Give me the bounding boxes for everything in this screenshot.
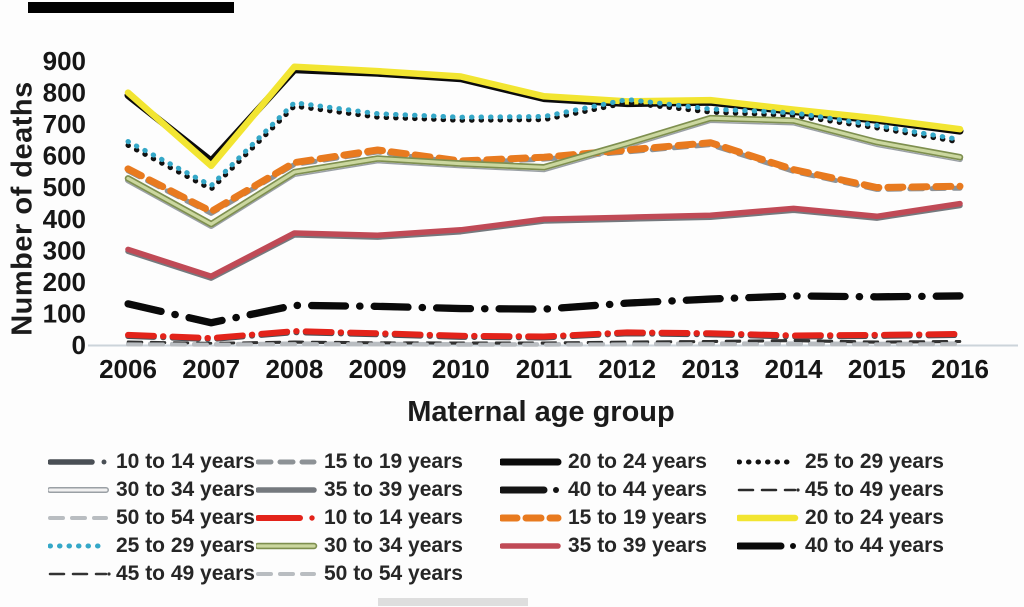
legend-swatch-dot: [107, 572, 111, 576]
y-tick-label: 0: [72, 330, 86, 360]
legend-item: 25 to 29 years: [48, 534, 255, 558]
legend-swatch: [256, 487, 317, 493]
legend-swatch: [737, 514, 799, 522]
legend-item: 30 to 34 years: [48, 478, 255, 502]
legend-swatch: [500, 486, 559, 494]
x-tick-label: 2009: [349, 354, 407, 384]
series-line-25-to-29-years-(set-2): [125, 97, 963, 189]
legend-label: 40 to 44 years: [805, 534, 944, 557]
legend-swatch: [256, 542, 318, 550]
legend-label: 25 to 29 years: [805, 450, 944, 473]
legend-label: 45 to 49 years: [116, 562, 255, 585]
series-line-10-to-14-years-(set-2): [125, 328, 963, 342]
legend-label: 25 to 29 years: [116, 534, 255, 557]
legend-item: 35 to 39 years: [500, 534, 707, 558]
series-line-40-to-44-years-(set-2): [124, 292, 964, 327]
legend-swatch: [737, 459, 798, 465]
y-tick-label: 900: [43, 46, 86, 76]
legend-swatch-dot: [553, 487, 559, 493]
legend-label: 15 to 19 years: [324, 450, 463, 473]
legend-swatch-dot: [309, 515, 315, 521]
x-tick-label: 2010: [432, 354, 490, 384]
series-line-20-to-24-years-(set-2): [124, 63, 964, 170]
y-tick-label: 400: [43, 204, 86, 234]
legend-label: 30 to 34 years: [116, 478, 255, 501]
legend-item: 35 to 39 years: [256, 478, 463, 502]
scan-artifact-top-bar: [28, 2, 234, 13]
legend-swatch: [48, 543, 109, 549]
y-tick-label: 800: [43, 78, 86, 108]
legend-item: 25 to 29 years: [737, 450, 944, 474]
legend-item: 10 to 14 years: [256, 506, 463, 530]
x-tick-label: 2012: [598, 354, 656, 384]
y-tick-label: 300: [43, 235, 86, 265]
legend-swatch: [737, 488, 800, 492]
x-tick-label: 2011: [516, 354, 572, 384]
x-tick-label: 2016: [931, 354, 989, 384]
legend-swatch-dot: [790, 543, 796, 549]
y-axis-title: Number of deaths: [6, 81, 39, 336]
series-line-core: [126, 116, 962, 226]
x-tick-label: 2015: [848, 354, 906, 384]
legend-swatch: [48, 572, 111, 576]
y-tick-label: 500: [43, 172, 86, 202]
line-chart: 0 100 200 300 400 500 600 700 800 900 2006 2007 2008…: [43, 46, 1018, 384]
legend-item: 45 to 49 years: [48, 562, 255, 586]
legend-item: 45 to 49 years: [737, 478, 944, 502]
legend-swatch-dot: [796, 488, 800, 492]
series-line-35-to-39-years-(set-2): [125, 200, 963, 279]
legend-swatch: [500, 543, 561, 549]
series-line-15-to-19-years-(set-2): [124, 139, 964, 215]
legend-item: 15 to 19 years: [256, 450, 463, 474]
x-tick-label: 2014: [765, 354, 823, 384]
legend-swatch: [48, 459, 107, 465]
legend-swatch: [48, 487, 109, 493]
legend-swatch: [737, 542, 796, 550]
legend-label: 30 to 34 years: [324, 534, 463, 557]
x-axis-title: Maternal age group: [407, 396, 675, 428]
legend-label: 40 to 44 years: [568, 478, 707, 501]
legend-swatch: [500, 514, 562, 522]
legend-label: 20 to 24 years: [568, 450, 707, 473]
legend-label: 15 to 19 years: [568, 506, 707, 529]
legend-item: 30 to 34 years: [256, 534, 463, 558]
x-tick-label: 2006: [99, 354, 157, 384]
legend-label: 20 to 24 years: [805, 506, 944, 529]
legend-item: 50 to 54 years: [256, 562, 463, 586]
legend-label: 50 to 54 years: [324, 562, 463, 585]
legend-item: 40 to 44 years: [500, 478, 707, 502]
legend-swatch: [256, 572, 316, 576]
legend-swatch-dot: [101, 459, 107, 465]
legend-item: 20 to 24 years: [500, 450, 707, 474]
legend-item: 40 to 44 years: [737, 534, 944, 558]
legend-item: 10 to 14 years: [48, 450, 255, 474]
legend-swatch: [256, 459, 317, 465]
y-tick-label: 100: [43, 298, 86, 328]
legend-item: 50 to 54 years: [48, 506, 255, 530]
y-tick-label: 200: [43, 267, 86, 297]
legend-swatch: [48, 516, 108, 520]
legend-label: 50 to 54 years: [116, 506, 255, 529]
legend-label: 10 to 14 years: [324, 506, 463, 529]
legend-swatch: [500, 458, 562, 466]
series-line-50-to-54-years-(set-2): [126, 342, 962, 347]
x-tick-label: 2008: [265, 354, 323, 384]
legend-label: 10 to 14 years: [116, 450, 255, 473]
legend-swatch: [256, 515, 315, 521]
legend-label: 45 to 49 years: [805, 478, 944, 501]
y-tick-label: 700: [43, 109, 86, 139]
legend-item: 20 to 24 years: [737, 506, 944, 530]
legend-item: 15 to 19 years: [500, 506, 707, 530]
series-line-25-to-29-years-(set-1): [125, 100, 963, 192]
y-tick-label: 600: [43, 141, 86, 171]
legend-label: 35 to 39 years: [568, 534, 707, 557]
scan-artifact-bottom-smudge: [378, 598, 528, 606]
x-tick-label: 2013: [681, 354, 739, 384]
legend-label: 35 to 39 years: [324, 478, 463, 501]
x-tick-label: 2007: [182, 354, 240, 384]
